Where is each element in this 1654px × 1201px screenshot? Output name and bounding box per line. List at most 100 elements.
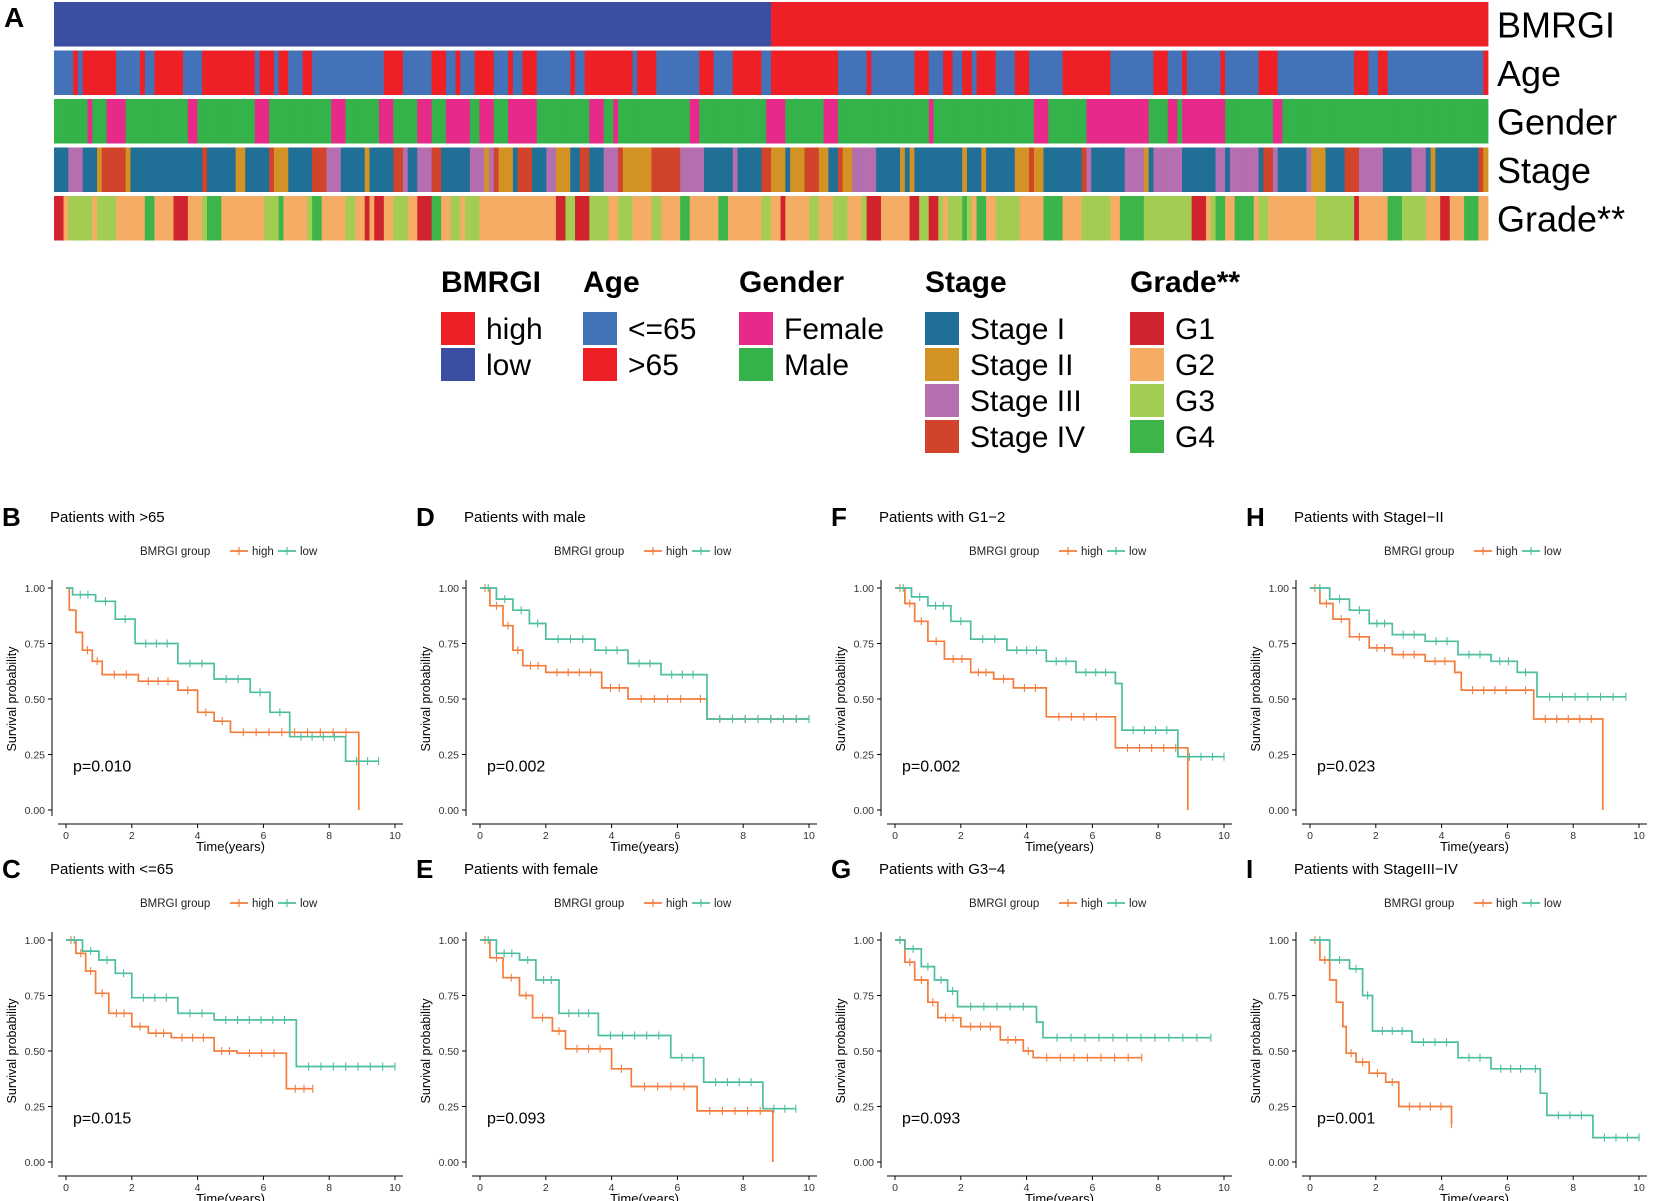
heatmap-cell <box>914 50 930 95</box>
y-tick-label: 0.25 <box>854 1102 875 1114</box>
km-curve-high <box>895 939 1142 1059</box>
heatmap-cell <box>1277 50 1283 95</box>
y-tick-label: 0.75 <box>25 639 46 651</box>
heatmap-cell <box>771 147 786 192</box>
plot-title: Patients with G3−4 <box>879 861 1005 878</box>
legend-label: G1 <box>1175 313 1215 346</box>
heatmap-cell <box>221 99 232 144</box>
heatmap-cell <box>517 147 533 192</box>
km-plots: B Patients with >65 BMRGI group high low 0.00… <box>2 502 1647 1201</box>
x-tick-label: 10 <box>1633 1182 1645 1194</box>
heatmap-cell <box>943 50 954 95</box>
heatmap-cell <box>302 99 308 144</box>
km-curve-low <box>480 587 809 720</box>
y-axis-label: Survival probability <box>1249 646 1263 752</box>
legend-label: Female <box>784 313 884 346</box>
heatmap-cell <box>1191 50 1207 95</box>
heatmap-cell <box>527 196 538 241</box>
heatmap-track-label: Stage <box>1497 150 1591 191</box>
heatmap-cell <box>661 196 667 241</box>
heatmap-cell <box>560 99 566 144</box>
heatmap-cell <box>488 147 495 192</box>
panel-letter: G <box>831 854 851 884</box>
x-tick-label: 10 <box>1218 830 1230 842</box>
heatmap-cell <box>355 196 366 241</box>
legend-title: BMRGI group <box>969 546 1039 558</box>
heatmap-cell <box>297 147 313 192</box>
heatmap-cell <box>613 99 619 144</box>
heatmap-cell <box>536 99 562 144</box>
heatmap-cell <box>1086 147 1092 192</box>
heatmap-cell <box>1464 196 1479 241</box>
heatmap-cell <box>737 196 753 241</box>
heatmap-cell <box>837 147 844 192</box>
heatmap-cell <box>254 50 260 95</box>
heatmap-cell <box>116 50 122 95</box>
legend-label-low: low <box>1129 546 1147 558</box>
heatmap-cell <box>379 99 394 144</box>
heatmap-cell <box>904 147 911 192</box>
heatmap-cell <box>1344 147 1360 192</box>
heatmap-cell <box>928 99 934 144</box>
heatmap-cell <box>962 196 968 241</box>
y-tick-label: 0.75 <box>854 639 875 651</box>
legend-label: Stage II <box>970 349 1073 382</box>
heatmap-cell <box>522 50 538 95</box>
heatmap-cell <box>1234 196 1250 241</box>
heatmap-cell <box>479 99 495 144</box>
heatmap-cell <box>1076 50 1097 95</box>
heatmap-cell <box>206 147 213 192</box>
heatmap-cell <box>637 50 657 95</box>
heatmap-track-label: Age <box>1497 53 1561 94</box>
heatmap-cell <box>445 99 452 144</box>
heatmap-cell <box>163 147 179 192</box>
heatmap-cell <box>837 99 844 144</box>
heatmap-cell <box>594 50 600 95</box>
p-value: p=0.002 <box>902 759 960 776</box>
heatmap-cell <box>933 50 939 95</box>
heatmap-cell <box>249 196 260 241</box>
heatmap-cell <box>866 50 872 95</box>
heatmap-cell <box>508 50 514 95</box>
heatmap-cell <box>1315 196 1326 241</box>
heatmap-cell <box>651 99 672 144</box>
legend-label: G4 <box>1175 421 1215 454</box>
heatmap-cell <box>273 50 280 95</box>
heatmap-cell <box>474 50 495 95</box>
heatmap-cell <box>450 99 456 144</box>
x-tick-label: 4 <box>609 830 615 842</box>
y-tick-label: 1.00 <box>439 583 460 595</box>
legend-swatch <box>441 348 475 381</box>
heatmap-cell <box>426 50 433 95</box>
y-tick-label: 0.00 <box>1269 805 1290 817</box>
heatmap-cell <box>699 99 719 144</box>
heatmap-track-grade <box>54 196 1489 241</box>
heatmap-cell <box>1014 50 1030 95</box>
x-axis-label: Time(years) <box>610 1191 679 1201</box>
heatmap-cell <box>1253 196 1259 241</box>
y-tick-label: 0.50 <box>25 1046 46 1058</box>
heatmap-cell <box>1368 50 1379 95</box>
heatmap-cell <box>393 147 404 192</box>
x-tick-label: 10 <box>1633 830 1645 842</box>
km-curve-high <box>895 587 1189 810</box>
heatmap-cell <box>1449 147 1465 192</box>
heatmap-cell <box>1148 99 1169 144</box>
heatmap-cell <box>1263 147 1274 192</box>
heatmap-cell <box>689 196 705 241</box>
heatmap-cell <box>1335 147 1345 192</box>
heatmap-cell <box>751 50 762 95</box>
heatmap-cell <box>106 99 117 144</box>
heatmap-cell <box>799 50 820 95</box>
heatmap-cell <box>254 147 270 192</box>
heatmap-cell <box>1038 196 1044 241</box>
heatmap-cell <box>1072 50 1078 95</box>
heatmap-cell <box>331 196 346 241</box>
heatmap-cell <box>293 147 299 192</box>
heatmap-cell <box>890 147 901 192</box>
heatmap-cell <box>608 196 614 241</box>
heatmap-cell <box>120 50 141 95</box>
legend-label: >65 <box>628 349 679 382</box>
heatmap-cell <box>374 196 385 241</box>
km-curve-high <box>480 587 809 720</box>
